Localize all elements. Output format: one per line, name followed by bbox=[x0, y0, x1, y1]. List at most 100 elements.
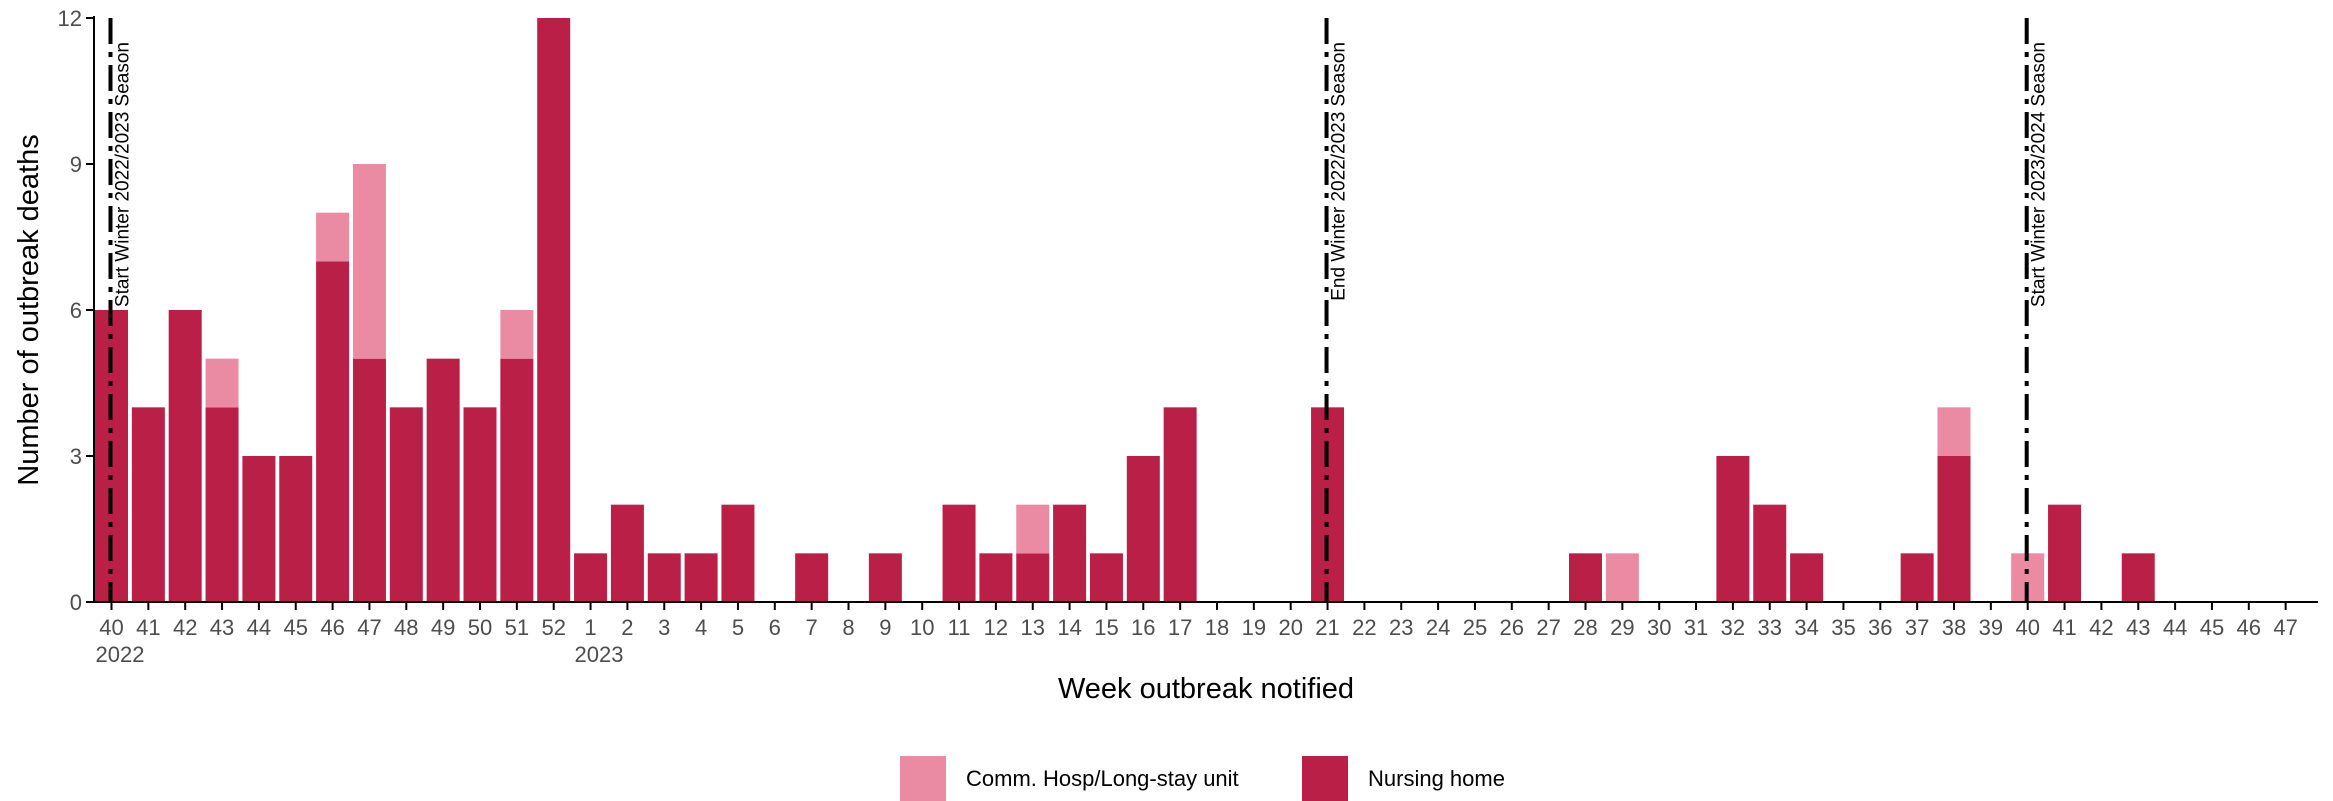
bar-nursing-home-40 bbox=[1569, 553, 1602, 602]
x-tick-label-58: 46 bbox=[2237, 615, 2261, 640]
x-tick-label-16: 4 bbox=[695, 615, 707, 640]
x-tick-label-35: 23 bbox=[1389, 615, 1413, 640]
bar-nursing-home-27 bbox=[1089, 553, 1123, 602]
bar-nursing-home-12 bbox=[537, 18, 571, 602]
x-tick-label-51: 39 bbox=[1979, 615, 2003, 640]
x-tick-label-53: 41 bbox=[2052, 615, 2076, 640]
legend-label-0: Comm. Hosp/Long-stay unit bbox=[966, 766, 1239, 791]
x-tick-label-40: 28 bbox=[1573, 615, 1597, 640]
legend: Comm. Hosp/Long-stay unit Nursing home bbox=[900, 756, 1505, 801]
bar-nursing-home-28 bbox=[1126, 456, 1160, 602]
bar-comm-hosp-6 bbox=[316, 212, 350, 262]
season-lines-layer: Start Winter 2022/2023 Season End Winter … bbox=[108, 18, 2050, 602]
bar-comm-hosp-41 bbox=[1605, 553, 1639, 602]
bar-nursing-home-2 bbox=[168, 310, 202, 602]
x-tick-label-24: 12 bbox=[984, 615, 1008, 640]
bar-nursing-home-8 bbox=[389, 407, 423, 602]
x-tick-label-19: 7 bbox=[806, 615, 818, 640]
bar-nursing-home-17 bbox=[721, 504, 755, 602]
legend-label-1: Nursing home bbox=[1368, 766, 1505, 791]
bar-nursing-home-7 bbox=[352, 358, 386, 602]
bar-nursing-home-5 bbox=[279, 456, 313, 602]
bar-nursing-home-25 bbox=[1016, 553, 1050, 602]
bar-nursing-home-44 bbox=[1716, 456, 1750, 602]
bar-comm-hosp-25 bbox=[1016, 504, 1050, 554]
x-tick-label-8: 48 bbox=[394, 615, 418, 640]
x-tick-label-13: 1 bbox=[584, 615, 596, 640]
x-tick-label-54: 42 bbox=[2089, 615, 2113, 640]
x-tick-label-25: 13 bbox=[1021, 615, 1045, 640]
bar-nursing-home-53 bbox=[2048, 504, 2082, 602]
x-tick-label-56: 44 bbox=[2163, 615, 2187, 640]
x-tick-label-23: 11 bbox=[948, 615, 971, 640]
y-axis-title: Number of outbreak deaths bbox=[13, 134, 45, 485]
x-tick-label-26: 14 bbox=[1057, 615, 1081, 640]
x-tick-label-10: 50 bbox=[468, 615, 492, 640]
x-tick-label-7: 47 bbox=[357, 615, 381, 640]
x-tick-label-6: 46 bbox=[320, 615, 344, 640]
x-tick-label-57: 45 bbox=[2200, 615, 2224, 640]
bar-nursing-home-19 bbox=[795, 553, 829, 602]
bar-nursing-home-11 bbox=[500, 358, 534, 602]
y-tick-label-4: 12 bbox=[58, 6, 82, 31]
x-tick-label-11: 51 bbox=[505, 615, 529, 640]
x-tick-label-21: 9 bbox=[879, 615, 891, 640]
y-tick-label-1: 3 bbox=[70, 444, 82, 469]
x-tick-label-9: 49 bbox=[431, 615, 455, 640]
x-tick-label-22: 10 bbox=[910, 615, 934, 640]
x-tick-label-12: 52 bbox=[541, 615, 565, 640]
x-tick-label-48: 36 bbox=[1868, 615, 1892, 640]
bar-nursing-home-3 bbox=[205, 407, 239, 602]
x-tick-label-39: 27 bbox=[1536, 615, 1560, 640]
x-tick-label-59: 47 bbox=[2273, 615, 2297, 640]
bar-nursing-home-55 bbox=[2121, 553, 2155, 602]
x-tick-label-42: 30 bbox=[1647, 615, 1671, 640]
x-tick-label-36: 24 bbox=[1426, 615, 1450, 640]
x-tick-label-37: 25 bbox=[1463, 615, 1487, 640]
bar-nursing-home-46 bbox=[1790, 553, 1824, 602]
bar-comm-hosp-11 bbox=[500, 310, 534, 359]
x-tick-label-0: 40 bbox=[99, 615, 123, 640]
x-tick-label-29: 17 bbox=[1168, 615, 1192, 640]
x-tick-label-38: 26 bbox=[1500, 615, 1524, 640]
season-line-label-0: Start Winter 2022/2023 Season bbox=[113, 42, 134, 307]
bar-comm-hosp-7 bbox=[352, 164, 386, 359]
bar-nursing-home-6 bbox=[316, 261, 350, 602]
x-tick-label-20: 8 bbox=[842, 615, 854, 640]
season-line-label-2: Start Winter 2023/2024 Season bbox=[2029, 42, 2050, 307]
x-tick-label-31: 19 bbox=[1242, 615, 1266, 640]
x-axis-title: Week outbreak notified bbox=[1058, 673, 1354, 705]
x-tick-label-43: 31 bbox=[1684, 615, 1708, 640]
bar-nursing-home-10 bbox=[463, 407, 497, 602]
bar-nursing-home-13 bbox=[574, 553, 608, 602]
y-axis-ticks: 0 3 6 9 12 bbox=[58, 6, 94, 615]
x-tick-label-47: 35 bbox=[1831, 615, 1855, 640]
x-tick-label-55: 43 bbox=[2126, 615, 2150, 640]
bar-nursing-home-49 bbox=[1900, 553, 1934, 602]
bar-nursing-home-9 bbox=[426, 358, 460, 602]
x-tick-label-2: 42 bbox=[173, 615, 197, 640]
x-year-label-1: 2023 bbox=[575, 642, 624, 667]
x-tick-label-3: 43 bbox=[210, 615, 234, 640]
x-tick-label-18: 6 bbox=[769, 615, 781, 640]
x-tick-label-46: 34 bbox=[1794, 615, 1818, 640]
bar-comm-hosp-3 bbox=[205, 358, 239, 408]
bar-comm-hosp-50 bbox=[1937, 407, 1971, 456]
x-tick-label-44: 32 bbox=[1721, 615, 1745, 640]
bar-nursing-home-1 bbox=[131, 407, 165, 602]
bar-nursing-home-23 bbox=[942, 504, 976, 602]
bar-nursing-home-14 bbox=[610, 504, 644, 602]
bar-nursing-home-29 bbox=[1163, 407, 1197, 602]
x-year-label-0: 2022 bbox=[96, 642, 145, 667]
y-tick-label-2: 6 bbox=[70, 298, 82, 323]
x-tick-label-17: 5 bbox=[732, 615, 744, 640]
bar-nursing-home-45 bbox=[1753, 504, 1787, 602]
x-tick-label-30: 18 bbox=[1205, 615, 1229, 640]
x-tick-label-27: 15 bbox=[1094, 615, 1118, 640]
y-tick-label-0: 0 bbox=[70, 590, 82, 615]
legend-swatch-0 bbox=[900, 756, 946, 801]
x-tick-label-52: 40 bbox=[2015, 615, 2039, 640]
bar-nursing-home-26 bbox=[1053, 504, 1087, 602]
y-tick-label-3: 9 bbox=[70, 152, 82, 177]
